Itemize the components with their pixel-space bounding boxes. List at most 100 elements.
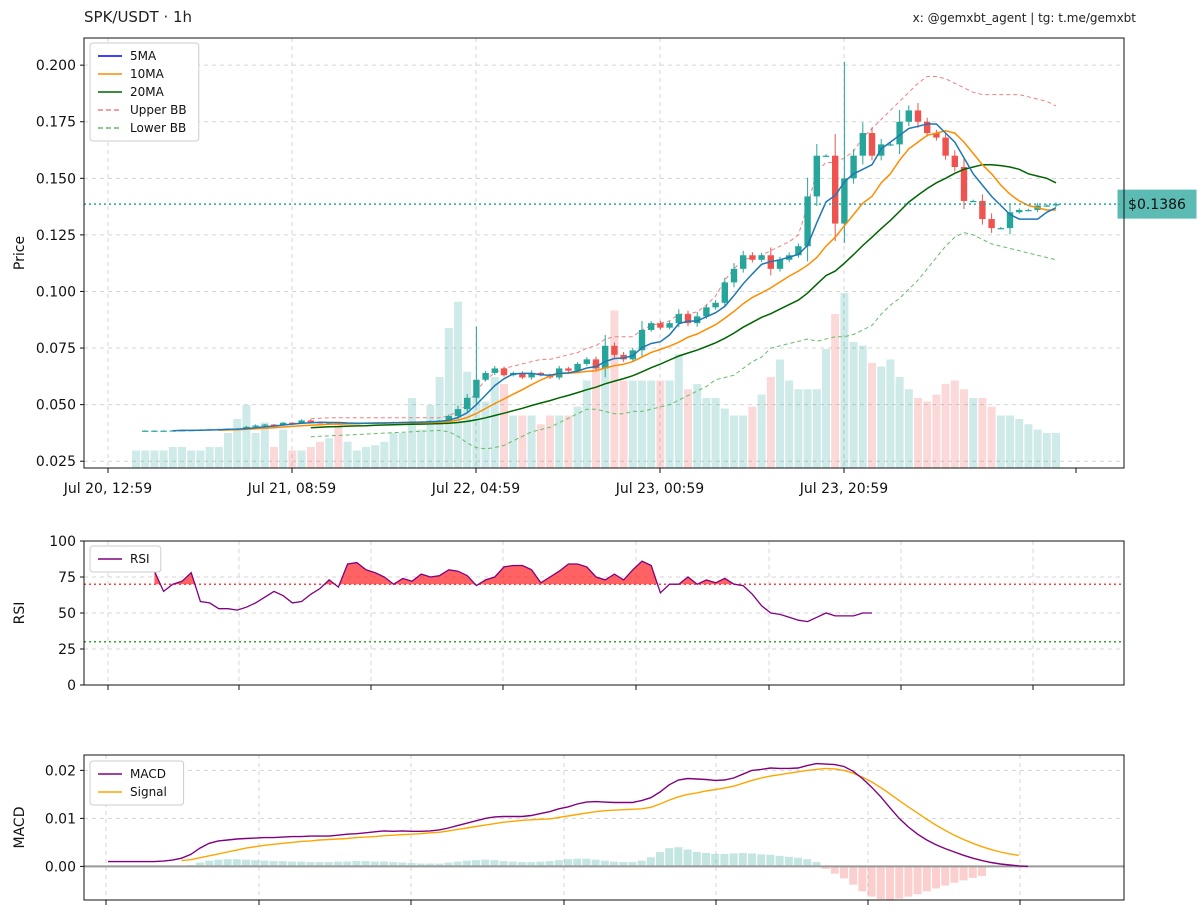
volume-bar	[509, 415, 518, 468]
macd-histogram-bar	[775, 855, 784, 867]
macd-histogram-bar	[941, 866, 950, 886]
macd-histogram-bar	[895, 866, 904, 899]
candle-body	[914, 110, 922, 122]
y-tick-label: 25	[58, 642, 76, 658]
candle-body	[454, 409, 462, 416]
macd-histogram-bar	[858, 866, 867, 892]
candle-body	[289, 422, 296, 424]
candle-body	[491, 368, 498, 373]
volume-bar	[996, 415, 1005, 468]
volume-bar	[601, 363, 610, 468]
candle-body	[602, 345, 609, 369]
macd-histogram-bar	[784, 856, 793, 867]
macd-histogram-bar	[840, 866, 848, 879]
volume-bar	[582, 380, 591, 468]
candle-body	[960, 167, 968, 201]
volume-bar	[279, 429, 288, 468]
macd-histogram-bar	[692, 851, 701, 867]
macd-histogram-bar	[766, 854, 775, 867]
y-tick-label: 0.150	[36, 171, 76, 187]
price-panel-frame	[83, 37, 1125, 469]
x-tick-label: Jul 22, 04:59	[431, 481, 520, 497]
macd-histogram-bar	[683, 849, 692, 867]
y-axis-label-rsi: RSI	[12, 602, 28, 625]
macd-histogram-bar	[646, 857, 655, 867]
volume-bar	[702, 398, 711, 468]
volume-bar	[417, 429, 426, 468]
legend-label: 5MA	[130, 49, 157, 63]
candle-body	[740, 255, 747, 269]
y-tick-label: 75	[58, 570, 76, 586]
candle-body	[648, 323, 655, 330]
ma5-line	[172, 123, 1057, 432]
volume-bar	[923, 401, 932, 468]
candle-body	[592, 359, 600, 369]
volume-bar	[960, 389, 968, 468]
macd-histogram-bar	[637, 860, 646, 867]
volume-bar	[739, 415, 748, 468]
volume-bar	[490, 377, 499, 468]
volume-bar	[969, 398, 978, 468]
candle-body	[574, 363, 581, 371]
rsi-line	[153, 560, 872, 623]
volume-bar	[1033, 429, 1042, 468]
candle-body	[464, 397, 471, 410]
macd-histogram-bar	[481, 859, 490, 867]
volume-bar	[748, 406, 757, 468]
macd-histogram-bar	[950, 866, 959, 883]
volume-bar	[822, 349, 830, 468]
macd-histogram-bar	[527, 862, 536, 867]
volume-bar	[684, 389, 692, 468]
macd-histogram-bar	[214, 859, 223, 867]
macd-histogram-bar	[508, 861, 517, 867]
macd-histogram-bar	[518, 862, 526, 867]
volume-bar	[233, 419, 242, 468]
volume-bar	[1015, 419, 1024, 468]
volume-bar	[895, 377, 904, 468]
volume-bar	[886, 359, 895, 468]
candle-body	[675, 314, 682, 324]
volume-bar	[288, 450, 297, 468]
volume-bar	[334, 422, 343, 468]
macd-histogram-bar	[315, 862, 324, 867]
volume-bar	[270, 447, 278, 468]
ma20-line	[310, 163, 1057, 429]
volume-bar	[214, 447, 223, 468]
candle-body	[887, 144, 894, 146]
macd-histogram-bar	[876, 866, 885, 900]
candle-body	[142, 430, 149, 432]
candle-body	[942, 137, 949, 156]
macd-histogram-bar	[674, 847, 683, 867]
macd-histogram-bar	[830, 866, 839, 874]
volume-bar	[380, 441, 389, 468]
macd-histogram-bar	[398, 862, 407, 867]
legend-label: 10MA	[130, 67, 165, 81]
volume-bar	[619, 380, 628, 468]
volume-bar	[812, 389, 821, 468]
legend-box	[89, 545, 162, 573]
rsi-overbought-fill	[154, 561, 734, 585]
volume-bar	[343, 441, 352, 468]
chart-title: SPK/USDT · 1h	[84, 8, 193, 26]
macd-histogram-bar	[260, 860, 269, 867]
macd-histogram-bar	[251, 860, 260, 867]
volume-bar	[941, 384, 950, 468]
volume-bar	[224, 433, 232, 468]
volume-bar	[546, 415, 554, 468]
volume-bar	[849, 342, 858, 468]
volume-bar	[693, 384, 702, 468]
candle-body	[850, 155, 857, 179]
candle-body	[832, 155, 839, 224]
x-tick-label: Jul 23, 00:59	[615, 481, 704, 497]
y-tick-label: 0.200	[36, 58, 76, 74]
candle-body	[721, 282, 728, 303]
macd-histogram-bar	[582, 858, 591, 867]
macd-histogram-bar	[416, 863, 425, 867]
candle-body	[666, 323, 673, 328]
macd-histogram-bar	[610, 861, 618, 867]
credit-text: x: @gemxbt_agent | tg: t.me/gemxbt	[912, 11, 1136, 25]
candle-body	[795, 246, 802, 256]
macd-histogram-bar	[720, 853, 729, 867]
candle-body	[298, 420, 305, 424]
